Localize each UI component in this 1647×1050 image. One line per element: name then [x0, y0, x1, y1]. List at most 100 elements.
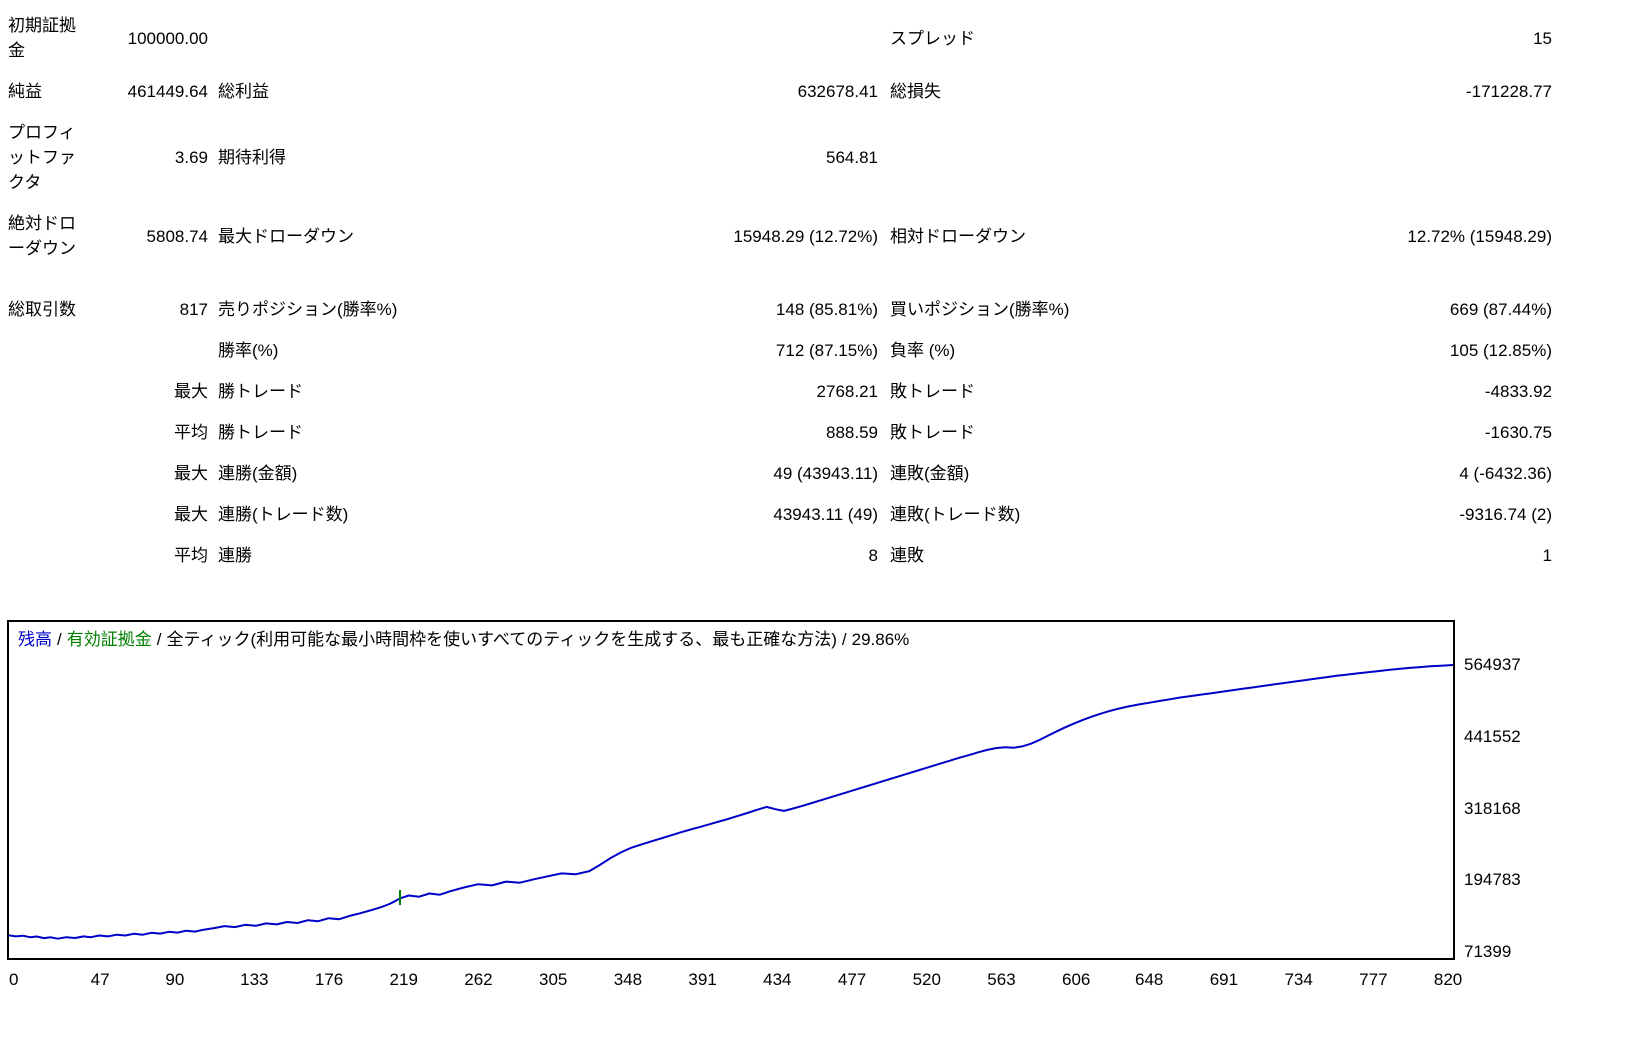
stat-label-2: 勝トレード: [218, 382, 303, 401]
table-row: 最大 勝トレード 2768.21 敗トレード -4833.92: [8, 371, 1552, 412]
stat-value-3: 12.72% (15948.29): [1407, 226, 1552, 246]
stat-value-2: 43943.11 (49): [773, 505, 878, 524]
table-row: 勝率(%) 712 (87.15%) 負率 (%) 105 (12.85%): [8, 330, 1552, 371]
stat-value-3: 669 (87.44%): [1449, 300, 1552, 319]
stat-value-3: 15: [1533, 28, 1552, 48]
stat-value-3: 105 (12.85%): [1449, 341, 1552, 360]
table-row: 平均 勝トレード 888.59 敗トレード -1630.75: [8, 412, 1552, 453]
legend-separator: /: [57, 630, 62, 649]
balance-curve: [9, 664, 1453, 940]
stat-label-2: 勝率(%): [218, 341, 279, 360]
stat-value-2: 888.59: [826, 423, 878, 442]
x-axis-tick: 305: [538, 970, 568, 989]
stat-value-1: 461449.64: [127, 82, 208, 101]
x-axis-tick: 262: [464, 970, 493, 989]
chart-plot: 残高 / 有効証拠金 / 全ティック(利用可能な最小時間枠を使いすべてのティックを生成す…: [7, 620, 1455, 960]
stat-label-2: 期待利得: [218, 148, 286, 167]
stat-label-3: 連敗(金額): [890, 464, 970, 483]
stat-row-label: プロフィットファクタ: [8, 123, 76, 192]
stat-value-3: 4 (-6432.36): [1459, 464, 1552, 483]
stat-label-3: スプレッド: [890, 28, 975, 48]
table-row: 平均 連勝 8 連敗 1: [8, 535, 1552, 576]
stat-label-2: 勝トレード: [218, 423, 303, 442]
stat-value-2: 2768.21: [816, 382, 878, 401]
stat-label-3: 買いポジション(勝率%): [890, 300, 1070, 319]
x-axis-tick: 820: [1433, 970, 1463, 989]
x-axis-tick: 391: [688, 970, 717, 989]
legend-model-label: 全ティック(利用可能な最小時間枠を使いすべてのティックを生成する、最も正確な方法…: [166, 630, 837, 649]
stat-label-3: 敗トレード: [890, 382, 975, 401]
table-row: 初期証拠金 100000.00 スプレッド 15: [8, 5, 1552, 71]
table-row: 絶対ドローダウン 5808.74 最大ドローダウン 15948.29 (12.7…: [8, 203, 1552, 269]
table-row: 最大 連勝(トレード数) 43943.11 (49) 連敗(トレード数) -93…: [8, 494, 1552, 535]
stat-label-3: 総損失: [890, 82, 941, 101]
stat-label-3: 敗トレード: [890, 423, 975, 442]
stat-label-2: 最大ドローダウン: [218, 226, 354, 246]
equity-chart: 残高 / 有効証拠金 / 全ティック(利用可能な最小時間枠を使いすべてのティックを生成す…: [0, 620, 1647, 1050]
x-axis-tick: 606: [1062, 970, 1091, 989]
stat-label-3: 連敗: [890, 546, 924, 565]
stat-row-label: 純益: [8, 82, 42, 101]
y-axis-tick: 318168: [1464, 798, 1521, 818]
stat-value-2: 15948.29 (12.72%): [733, 226, 878, 246]
stat-value-3: -171228.77: [1465, 82, 1552, 101]
results-table: 初期証拠金 100000.00 スプレッド 15 純益 461449.64 総利…: [8, 5, 1552, 576]
stat-label-2: 売りポジション(勝率%): [218, 300, 398, 319]
x-axis-tick: 563: [987, 970, 1016, 989]
x-axis-tick: 434: [763, 970, 792, 989]
stat-value-2: 49 (43943.11): [773, 464, 878, 483]
stat-value-1: 最大: [174, 382, 208, 401]
chart-legend: 残高 / 有効証拠金 / 全ティック(利用可能な最小時間枠を使いすべてのティックを生成す…: [18, 625, 909, 650]
x-axis-tick: 176: [314, 970, 344, 989]
legend-separator: /: [841, 630, 847, 649]
stat-label-2: 連勝(金額): [218, 464, 298, 483]
x-axis-tick: 90: [165, 970, 185, 989]
table-row: 総取引数 817 売りポジション(勝率%) 148 (85.81%) 買いポジシ…: [8, 289, 1552, 330]
x-axis-tick: 133: [240, 970, 269, 989]
stat-value-3: 1: [1542, 546, 1552, 565]
x-axis-tick: 47: [90, 970, 110, 989]
stat-value-3: -9316.74 (2): [1459, 505, 1552, 524]
balance-curve-canvas: [9, 664, 1453, 940]
stat-value-3: -1630.75: [1484, 423, 1552, 442]
y-axis-tick: 71399: [1464, 942, 1512, 961]
legend-separator: /: [156, 630, 162, 649]
stat-value-2: 564.81: [826, 148, 878, 167]
stat-value-1: 3.69: [174, 148, 208, 167]
legend-quality-value: 29.86%: [851, 630, 910, 649]
y-axis-tick: 564937: [1464, 655, 1521, 674]
stat-value-1: 817: [179, 300, 208, 319]
x-axis-tick: 691: [1209, 970, 1239, 989]
stat-label-3: 連敗(トレード数): [890, 505, 1021, 524]
stat-label-2: 総利益: [218, 82, 269, 101]
stat-label-2: 連勝(トレード数): [218, 505, 349, 524]
stat-value-1: 100000.00: [127, 28, 208, 48]
stat-value-1: 5808.74: [146, 226, 208, 246]
table-row: 最大 連勝(金額) 49 (43943.11) 連敗(金額) 4 (-6432.…: [8, 453, 1552, 494]
x-axis-tick: 648: [1135, 970, 1164, 989]
stat-label-2: 連勝: [218, 546, 252, 565]
stat-value-2: 148 (85.81%): [775, 300, 878, 319]
stat-row-label: 総取引数: [8, 300, 76, 319]
legend-equity-label: 有効証拠金: [66, 630, 152, 649]
stat-value-3: -4833.92: [1484, 382, 1552, 401]
stat-row-label: 初期証拠金: [8, 16, 76, 60]
y-axis-tick: 441552: [1464, 726, 1521, 746]
legend-balance-label: 残高: [18, 630, 52, 649]
x-axis-tick: 219: [389, 970, 418, 989]
x-axis-tick: 777: [1359, 970, 1388, 989]
stat-value-2: 8: [868, 546, 878, 565]
stat-value-1: 最大: [174, 505, 208, 524]
y-axis-tick: 194783: [1464, 870, 1521, 890]
stat-label-3: 負率 (%): [890, 341, 956, 360]
x-axis-tick: 348: [613, 970, 643, 989]
x-axis-tick: 520: [912, 970, 941, 989]
x-axis-tick: 0: [9, 970, 19, 989]
x-axis-tick: 734: [1284, 970, 1313, 989]
stat-label-3: 相対ドローダウン: [890, 226, 1026, 246]
stat-value-1: 最大: [174, 464, 208, 483]
stat-value-1: 平均: [174, 423, 208, 442]
stat-value-2: 632678.41: [797, 82, 878, 101]
stat-value-2: 712 (87.15%): [775, 341, 878, 360]
table-row: プロフィットファクタ 3.69 期待利得 564.81: [8, 112, 1552, 203]
